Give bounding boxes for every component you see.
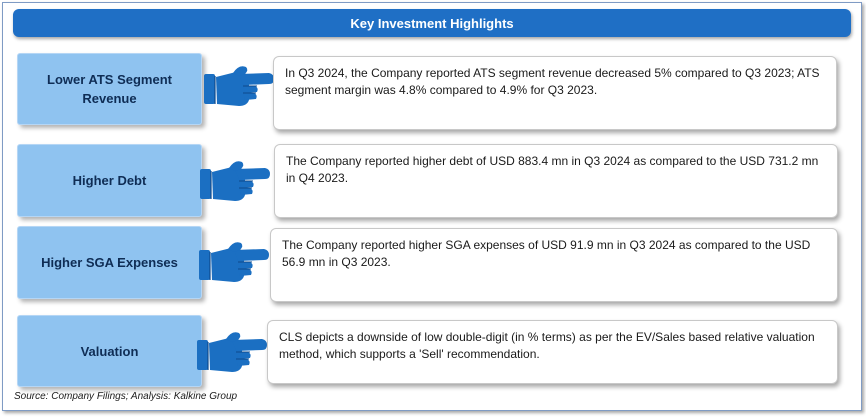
highlight-detail-debt: The Company reported higher debt of USD … — [274, 144, 838, 218]
highlight-detail-text: CLS depicts a downside of low double-dig… — [279, 330, 815, 361]
highlight-detail-valuation: CLS depicts a downside of low double-dig… — [267, 320, 838, 384]
highlight-detail-ats-revenue: In Q3 2024, the Company reported ATS seg… — [273, 56, 837, 130]
highlight-label-text: Higher Debt — [72, 173, 147, 188]
source-note: Source: Company Filings; Analysis: Kalki… — [14, 391, 238, 402]
highlight-detail-text: The Company reported higher SGA expenses… — [282, 238, 811, 269]
highlight-label-text: Higher SGA Expenses — [41, 255, 178, 270]
pointing-hand-icon — [196, 326, 268, 378]
highlight-label-text: Lower ATS Segment Revenue — [47, 72, 172, 106]
section-header: Key Investment Highlights — [13, 9, 851, 37]
pointing-hand-icon — [199, 155, 271, 207]
highlight-label-ats-revenue: Lower ATS Segment Revenue — [17, 53, 202, 125]
pointing-hand-icon — [203, 60, 275, 112]
highlight-detail-text: In Q3 2024, the Company reported ATS seg… — [285, 66, 820, 97]
highlight-detail-sga: The Company reported higher SGA expenses… — [270, 228, 838, 302]
highlight-label-debt: Higher Debt — [17, 144, 202, 217]
highlight-label-valuation: Valuation — [17, 315, 202, 387]
highlight-label-text: Valuation — [80, 343, 139, 359]
header-title: Key Investment Highlights — [350, 15, 514, 31]
pointing-hand-icon — [198, 236, 270, 288]
highlight-detail-text: The Company reported higher debt of USD … — [286, 154, 819, 185]
highlight-label-sga: Higher SGA Expenses — [17, 226, 202, 299]
